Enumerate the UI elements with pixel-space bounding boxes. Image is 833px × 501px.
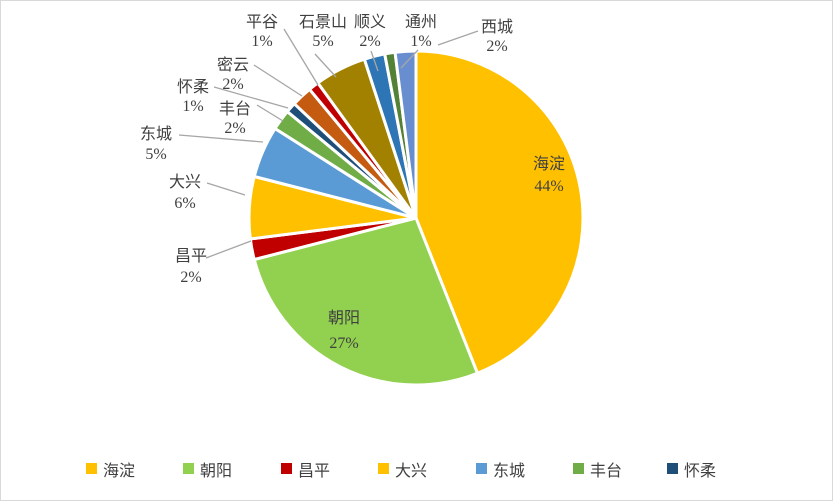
legend-label-昌平: 昌平 (298, 463, 330, 480)
leader-line-昌平 (205, 240, 252, 259)
legend-marker-海淀 (86, 463, 97, 474)
legend-marker-丰台 (573, 463, 584, 474)
slice-label-平谷: 平谷 1% (246, 13, 278, 50)
slice-label-大兴: 大兴 6% (169, 173, 201, 212)
slice-label-昌平: 昌平 2% (175, 248, 207, 286)
legend-marker-昌平 (281, 463, 292, 474)
leader-line-通州 (400, 49, 419, 69)
leader-line-怀柔 (213, 86, 289, 109)
leader-line-顺义 (370, 50, 379, 72)
pie-slice-西城 (393, 49, 418, 220)
legend-marker-东城 (476, 463, 487, 474)
legend-marker-朝阳 (183, 463, 194, 474)
legend-label-东城: 东城 (493, 462, 525, 480)
slice-label-西城: 西城 2% (481, 18, 513, 55)
leader-line-密云 (253, 64, 303, 97)
legend-item-海淀: 海淀 (86, 462, 135, 480)
legend-label-怀柔: 怀柔 (684, 462, 716, 480)
legend-item-朝阳: 朝阳 (183, 462, 232, 480)
pie-slice-朝阳 (252, 216, 479, 387)
legend-item-丰台: 丰台 (573, 462, 622, 480)
pie-slice-海淀 (414, 49, 585, 375)
legend-item-昌平: 昌平 (281, 463, 330, 480)
slice-label-石景山: 石景山 5% (299, 13, 347, 50)
legend-item-东城: 东城 (476, 462, 525, 480)
legend-label-丰台: 丰台 (590, 462, 622, 480)
slice-label-通州: 通州 1% (405, 13, 437, 50)
slice-labels: 海淀 44% 朝阳 27% 昌平 2% 大兴 6% 东城 5% 丰台 2% 怀柔 1%密云 2% 平谷 1% 石景… (140, 13, 565, 352)
slice-label-东城: 东城 5% (140, 125, 172, 163)
leader-lines (178, 28, 479, 259)
legend-marker-大兴 (378, 463, 389, 474)
legend-label-朝阳: 朝阳 (200, 462, 232, 480)
slice-label-朝阳: 朝阳 27% (328, 309, 360, 352)
legend-marker-怀柔 (667, 463, 678, 474)
leader-line-丰台 (256, 104, 284, 122)
leader-line-平谷 (283, 28, 319, 86)
slice-label-丰台: 丰台 2% (219, 100, 251, 137)
pie-slices (247, 49, 585, 387)
slice-label-海淀: 海淀 44% (533, 155, 565, 195)
leader-line-石景山 (314, 53, 337, 78)
leader-line-东城 (178, 134, 264, 143)
slice-label-怀柔: 怀柔 1% (177, 78, 209, 115)
legend-item-大兴: 大兴 (378, 462, 427, 480)
leader-line-西城 (437, 30, 479, 46)
legend-label-大兴: 大兴 (395, 462, 427, 480)
legend: 海淀 朝阳 昌平 大兴 东城 丰台 怀柔 (86, 462, 716, 480)
slice-label-密云: 密云 2% (217, 56, 249, 93)
slice-label-顺义: 顺义 2% (354, 13, 386, 50)
legend-label-海淀: 海淀 (103, 462, 135, 480)
leader-line-大兴 (206, 182, 246, 196)
legend-item-怀柔: 怀柔 (667, 462, 716, 480)
